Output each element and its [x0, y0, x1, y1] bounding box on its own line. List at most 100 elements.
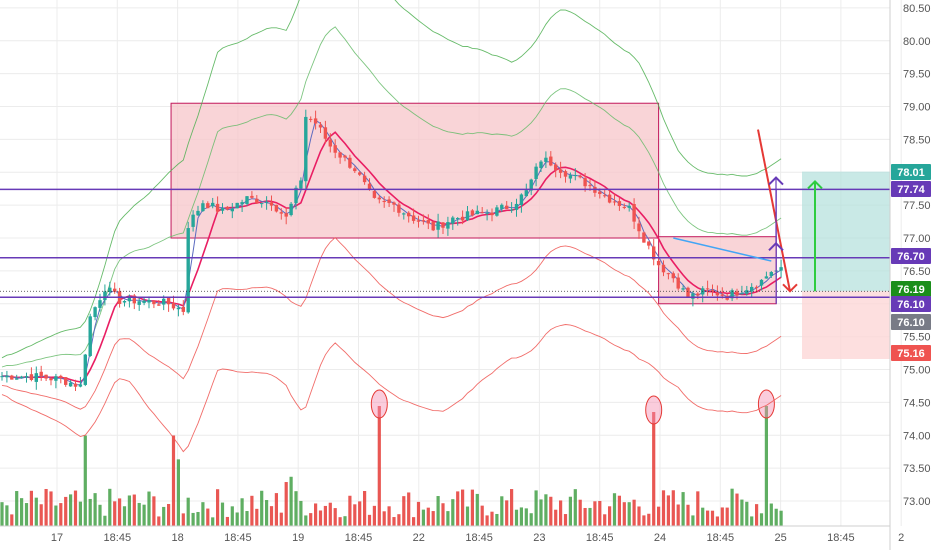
- volume-bar: [750, 516, 754, 526]
- volume-bar: [671, 490, 675, 526]
- volume-bar: [142, 504, 146, 526]
- volume-bar: [377, 406, 381, 526]
- candle-body: [44, 374, 48, 379]
- price-tag-label: 78.01: [897, 167, 925, 179]
- moving-average-fast: [1, 119, 782, 386]
- volume-bar: [265, 500, 269, 526]
- volume-bar: [416, 501, 421, 526]
- candle-body: [166, 297, 171, 305]
- band-upper-inner: [1, 26, 782, 368]
- band-lines: [1, 0, 782, 453]
- volume-bar: [461, 489, 465, 526]
- candle-body: [250, 195, 254, 198]
- volume-bar: [617, 495, 621, 526]
- volume-bar: [686, 504, 690, 526]
- candle-body: [284, 213, 288, 217]
- candle-body: [563, 171, 568, 177]
- volume-bar: [162, 506, 166, 526]
- volume-bar: [260, 490, 264, 526]
- volume-bar: [171, 435, 176, 526]
- volume-bar: [593, 501, 597, 526]
- volume-bar: [367, 514, 372, 526]
- price-tick-label: 77.50: [903, 200, 931, 212]
- price-tick-label: 75.50: [903, 332, 931, 344]
- candle-body: [309, 118, 313, 120]
- candle-body: [534, 166, 538, 179]
- candle-body: [162, 298, 166, 305]
- candle-body: [397, 204, 401, 213]
- volume-bar: [250, 495, 254, 526]
- volume-bar: [118, 498, 122, 526]
- time-tick-label: 18: [171, 532, 183, 544]
- time-tick-label: 18:45: [586, 532, 614, 544]
- candle-body: [279, 212, 283, 214]
- candle-body: [240, 202, 244, 205]
- volume-bar: [284, 482, 288, 526]
- candle-body: [387, 199, 391, 204]
- candle-body: [705, 288, 710, 290]
- volume-bar: [348, 495, 352, 526]
- volume-bar: [539, 499, 543, 526]
- candle-body: [181, 306, 185, 312]
- drawing-zones[interactable]: [170, 102, 890, 359]
- candle-body: [754, 286, 759, 288]
- volume-bar: [642, 515, 646, 526]
- price-tick-label: 74.00: [903, 430, 931, 442]
- volume-bar: [255, 508, 259, 526]
- volume-bar: [652, 412, 656, 526]
- candle-body: [686, 287, 690, 298]
- volume-bar: [759, 513, 764, 526]
- price-tick-label: 78.50: [903, 134, 931, 146]
- candle-body: [661, 264, 666, 273]
- volume-spike-marker: [757, 389, 775, 419]
- volume-bar: [363, 490, 367, 526]
- volume-bar: [5, 505, 9, 526]
- volume-bar: [220, 502, 225, 526]
- candle-body: [637, 223, 641, 232]
- volume-bar: [245, 511, 249, 526]
- time-tick-label: 18:45: [345, 532, 373, 544]
- volume-bar: [710, 510, 715, 526]
- time-tick-label: 18:45: [104, 532, 132, 544]
- green-arrow-head: [807, 180, 823, 190]
- candle-body: [431, 221, 435, 231]
- volume-spike-marker: [370, 389, 388, 419]
- band-lower-outer: [1, 324, 782, 453]
- candle-body: [676, 277, 680, 289]
- volume-bar: [39, 504, 43, 526]
- candle-body: [132, 295, 136, 304]
- volume-bar: [328, 502, 332, 526]
- candle-body: [745, 290, 749, 294]
- volume-bar: [774, 508, 778, 526]
- candle-body: [480, 211, 484, 213]
- candle-body: [505, 205, 509, 209]
- candle-body: [514, 203, 519, 210]
- candlesticks: [0, 109, 783, 391]
- volume-bar: [603, 514, 607, 526]
- volume-bar: [294, 491, 298, 526]
- drawing-overlay[interactable]: [0, 129, 890, 304]
- volume-bar: [407, 492, 411, 526]
- candle-body: [607, 194, 612, 203]
- volume-bar: [122, 506, 127, 526]
- price-tick-label: 76.50: [903, 266, 931, 278]
- candle-body: [382, 201, 386, 203]
- price-tick-label: 74.50: [903, 397, 931, 409]
- time-tick-label: 18:45: [707, 532, 735, 544]
- volume-bar: [627, 502, 631, 526]
- candle-body: [323, 127, 328, 139]
- candle-body: [392, 202, 396, 205]
- volume-bar: [147, 491, 151, 526]
- candle-body: [88, 316, 92, 356]
- volume-bar: [549, 496, 553, 526]
- volume-bar: [289, 476, 293, 526]
- candle-body: [759, 279, 764, 286]
- volume-bar: [372, 505, 376, 526]
- candle-body: [529, 179, 533, 191]
- candle-body: [142, 300, 146, 303]
- price-tag-box: [891, 345, 931, 361]
- candle-body: [720, 294, 724, 296]
- price-tick-label: 75.00: [903, 365, 931, 377]
